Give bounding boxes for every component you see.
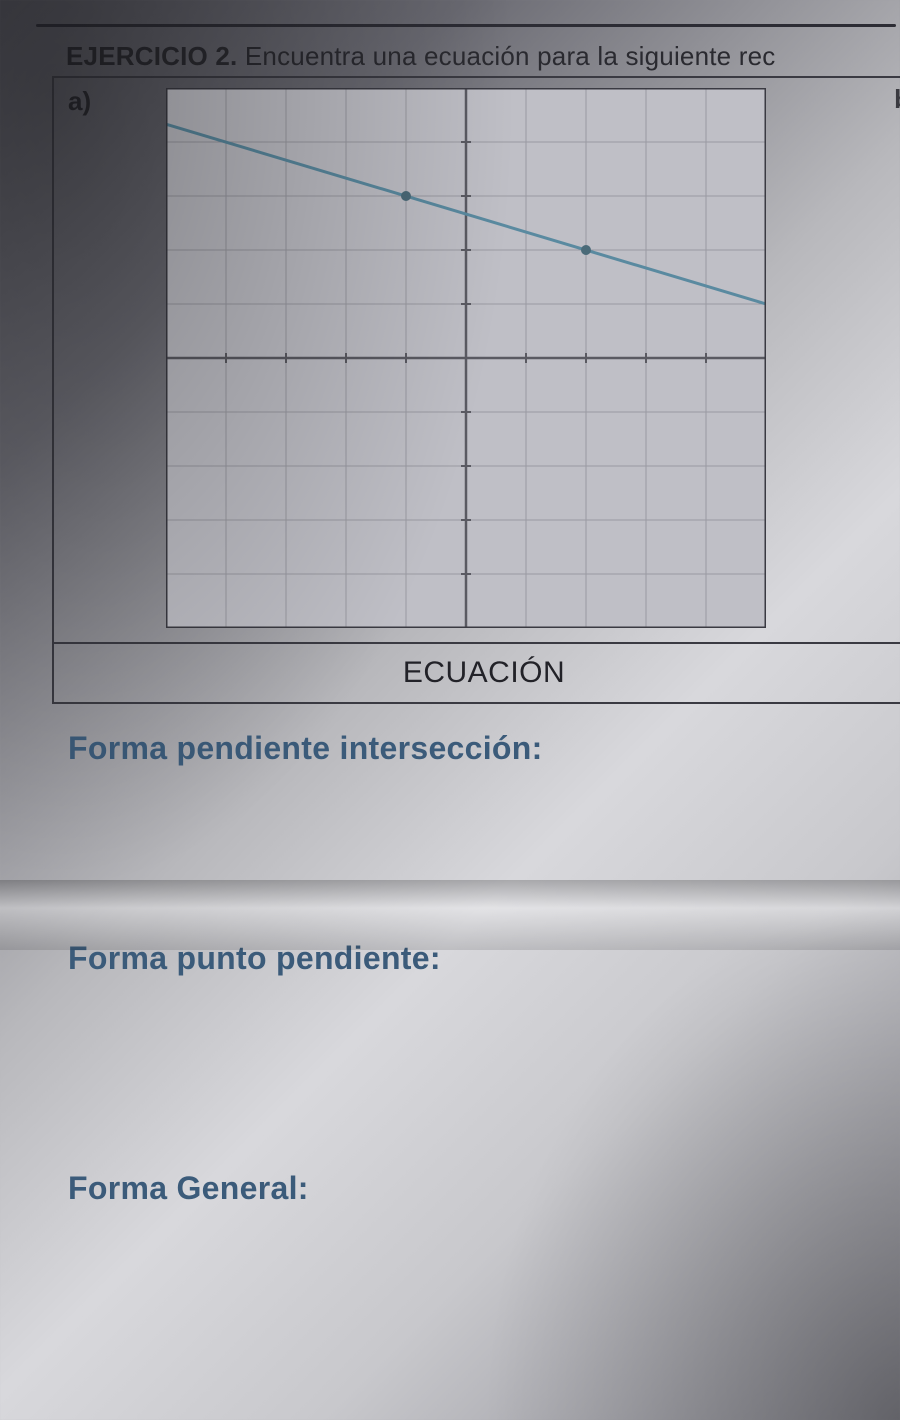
equation-header: ECUACIÓN <box>54 644 900 702</box>
exercise-title: EJERCICIO 2. Encuentra una ecuación para… <box>28 41 900 72</box>
slope-intercept-section: Forma pendiente intersección: <box>28 704 900 914</box>
general-form-label: Forma General: <box>28 1144 900 1207</box>
slope-intercept-label: Forma pendiente intersección: <box>28 704 900 767</box>
part-b-label: b <box>894 84 900 115</box>
top-rule <box>36 24 896 27</box>
general-form-section: Forma General: <box>28 1144 900 1364</box>
exercise-number: EJERCICIO 2. <box>66 41 237 71</box>
point-slope-section: Forma punto pendiente: <box>28 914 900 1144</box>
line-chart <box>166 88 766 628</box>
worksheet-table: a) b ECUACIÓN <box>52 76 900 704</box>
graph-row: a) b <box>54 78 900 644</box>
point-slope-label: Forma punto pendiente: <box>28 914 900 977</box>
graph-cell <box>106 78 900 642</box>
part-a-label: a) <box>54 78 106 642</box>
exercise-prompt: Encuentra una ecuación para la siguiente… <box>237 41 775 71</box>
